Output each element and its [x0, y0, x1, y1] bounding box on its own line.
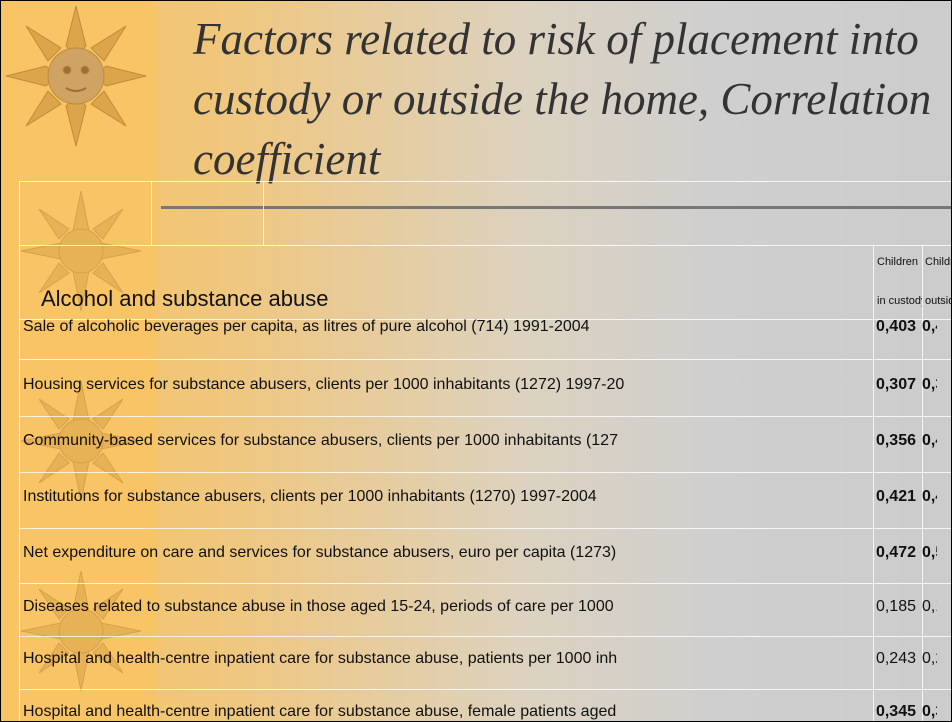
row-label: Sale of alcoholic beverages per capita, … [23, 318, 871, 336]
row-label: Housing services for substance abusers, … [23, 376, 871, 394]
table-border [19, 181, 20, 245]
table-border [19, 689, 951, 690]
row-label: Diseases related to substance abuse in t… [23, 598, 871, 616]
value-cell: 0,341 [922, 703, 937, 721]
value-cell: 0,345 [873, 703, 916, 721]
table-border [19, 528, 951, 529]
table-border [19, 636, 951, 637]
table-border [19, 583, 951, 584]
table-border [151, 181, 152, 245]
table-border [19, 472, 951, 473]
value-cell: 0,443 [922, 488, 937, 506]
value-cell: 0,472 [873, 544, 916, 562]
column-header: outside the [925, 295, 951, 307]
row-label: Institutions for substance abusers, clie… [23, 488, 871, 506]
table-border [19, 245, 20, 721]
value-cell: 0,185 [873, 598, 916, 616]
column-header: Children [877, 256, 922, 268]
row-label: Hospital and health-centre inpatient car… [23, 703, 871, 721]
value-cell: 0,243 [873, 650, 916, 668]
value-cell: 0,434 [922, 318, 937, 336]
table-border [19, 245, 951, 246]
column-header: in custody [877, 295, 922, 307]
slide: Factors related to risk of placement int… [0, 0, 952, 722]
value-cell: 0,421 [873, 488, 916, 506]
section-heading: Alcohol and substance abuse [41, 286, 328, 312]
value-cell: 0,536 [922, 544, 937, 562]
row-label: Net expenditure on care and services for… [23, 544, 871, 562]
value-cell: 0,207 [922, 650, 937, 668]
value-cell: 0,307 [873, 376, 916, 394]
table-border [263, 181, 264, 245]
value-cell: 0,177 [922, 598, 937, 616]
value-cell: 0,403 [873, 318, 916, 336]
value-cell: 0,356 [873, 432, 916, 450]
value-cell: 0,313 [922, 376, 937, 394]
value-cell: 0,403 [922, 432, 937, 450]
table: ChildrenChildren pla in custodyoutside th… [1, 1, 951, 721]
row-label: Hospital and health-centre inpatient car… [23, 650, 871, 668]
table-border [19, 181, 951, 182]
row-label: Community-based services for substance a… [23, 432, 871, 450]
table-border [19, 359, 951, 360]
table-border [19, 416, 951, 417]
column-header: Children pla [925, 256, 951, 268]
